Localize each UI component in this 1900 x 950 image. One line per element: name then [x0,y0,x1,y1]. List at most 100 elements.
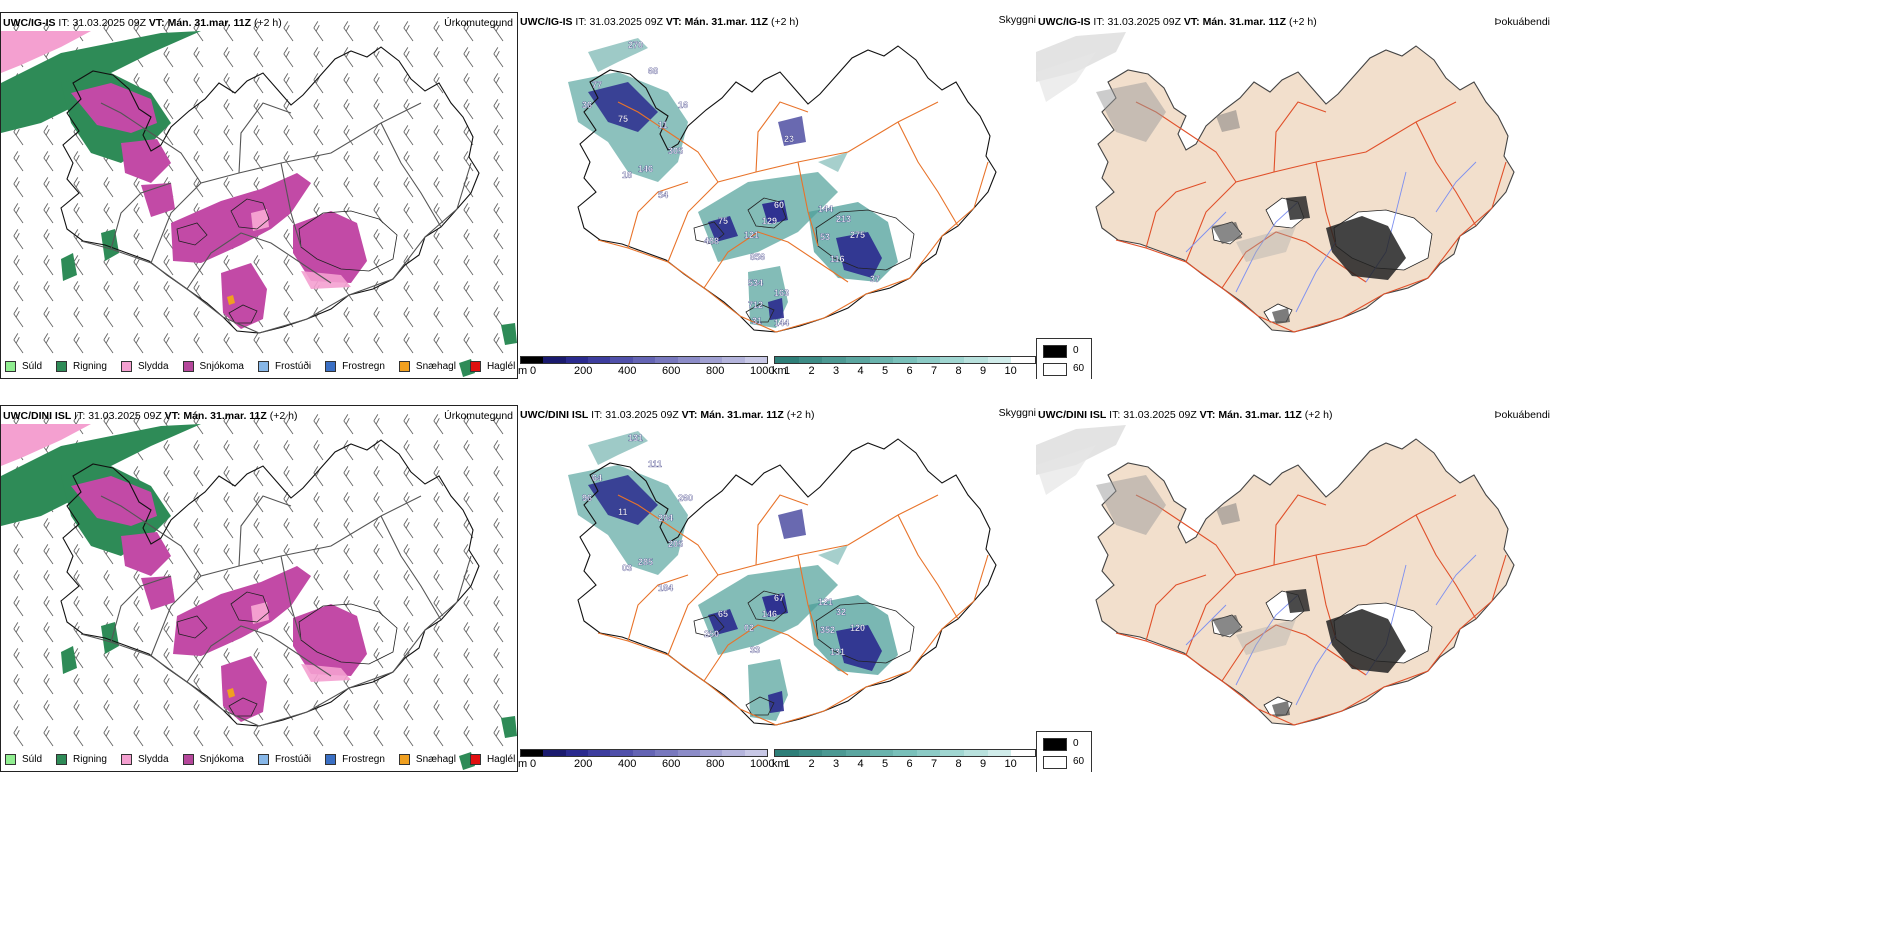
wind-barb-icon [313,73,324,94]
wind-barb-icon [403,73,414,94]
wind-barb-icon [493,203,504,224]
vis-value-label: 250 [704,629,719,639]
road-line [1415,121,1477,227]
wind-barb-icon [493,466,504,487]
wind-barb-icon [343,570,354,591]
colorbar-unit: m [518,758,528,770]
wind-barb-icon [403,151,414,172]
wind-barb-icon [313,726,324,747]
graupel-area [227,688,235,698]
wind-barb-icon [223,125,234,146]
wind-barb-icon [493,414,504,435]
road-line [797,161,819,247]
panel-title: UWC/IG-IS IT: 31.03.2025 09Z VT: Mán. 31… [1038,16,1317,28]
wind-barb-icon [343,151,354,172]
precip-map-2 [1,414,517,770]
river-line [1435,161,1477,213]
colorbar-tick: 3 [833,758,840,770]
wind-barb-icon [253,492,264,513]
model-name: UWC/DINI ISL [520,409,589,421]
legend-swatch [398,361,410,372]
wind-barb-icon [433,648,444,669]
wind-barb-icon [373,440,384,461]
sleet-area [1,31,91,73]
snow-area [221,263,267,329]
wind-barb-icon [73,177,84,198]
wind-barb-icon [463,333,474,354]
fog-area [1236,226,1296,262]
river-line [1185,211,1227,253]
vis-value-label: 131 [628,433,643,443]
wind-barb-icon [163,440,174,461]
wind-barb-icon [343,492,354,513]
colorbar-unit: km [772,758,787,770]
wind-barb-icon [103,307,114,328]
vis-area-low [778,116,806,146]
vis-value-label: 03 [622,563,632,573]
wind-barb-icon [403,596,414,617]
vis-value-label: 23 [784,134,794,144]
wind-barb-icon [13,674,24,695]
wind-barb-icon [223,570,234,591]
wind-barb-icon [43,544,54,565]
vis-value-label: 144 [774,318,789,328]
fog-area [1216,110,1240,132]
wind-barb-icon [343,47,354,68]
colorbar-swatch [565,750,589,756]
wind-barb-icon [73,281,84,302]
wind-barb-icon [493,596,504,617]
wind-barb-icon [73,203,84,224]
wind-barb-icon [493,281,504,302]
wind-barb-icon [403,203,414,224]
colorbar-swatch [677,750,700,756]
wind-barb-icon [433,440,444,461]
wind-barb-icon [13,203,24,224]
colorbar-swatch [655,750,678,756]
vis-area-teal [588,431,648,465]
road-line [1273,101,1327,173]
legend-item: Rigning [56,361,107,372]
legend-item: Frostúði [257,361,311,372]
wind-barb-icon [463,281,474,302]
fog-legend-box: 0 60 [1036,338,1092,379]
iceland-coastline [577,45,997,333]
wind-barb-icon [163,229,174,250]
road-line [597,161,989,333]
colorbar-tick: 600 [662,758,681,770]
legend-item: Snjókoma [182,361,244,372]
wind-barb-icon [343,440,354,461]
wind-barb-icon [283,73,294,94]
road-line [1115,554,1507,726]
wind-barb-icon [433,596,444,617]
wind-barb-icon [343,726,354,747]
wind-barb-icon [493,151,504,172]
vis-value-label: 205 [668,539,683,549]
legend-swatch [56,361,68,372]
colorbar-tick: 7 [931,758,938,770]
sleet-area [1,424,91,466]
it-label: IT: [74,410,86,422]
road-line [80,162,472,334]
vis-area-low [708,609,738,635]
road-line [150,495,422,657]
wind-barb-icon [223,440,234,461]
colorbar-tick: 1000 [750,758,775,770]
wind-barb-icon [193,125,204,146]
colorbar-tick: 1 [784,365,791,377]
wind-barb-icon [283,21,294,42]
wind-barb-icon [463,255,474,276]
colorbar-swatch [964,750,988,756]
it-label: IT: [58,17,70,29]
glacier-outline [815,602,915,664]
wind-barb-icon [493,21,504,42]
snow-area [293,211,367,283]
colorbar-swatch [869,750,894,756]
wind-barb-icon [253,333,264,354]
fog-map-2 [1036,425,1515,726]
vis-value-label: 36 [582,100,592,110]
glacier-outline [230,198,270,230]
snow-area [121,532,171,576]
wind-barb-icon [403,622,414,643]
wind-barb-icon [163,281,174,302]
model-name: UWC/IG-IS [520,16,573,28]
